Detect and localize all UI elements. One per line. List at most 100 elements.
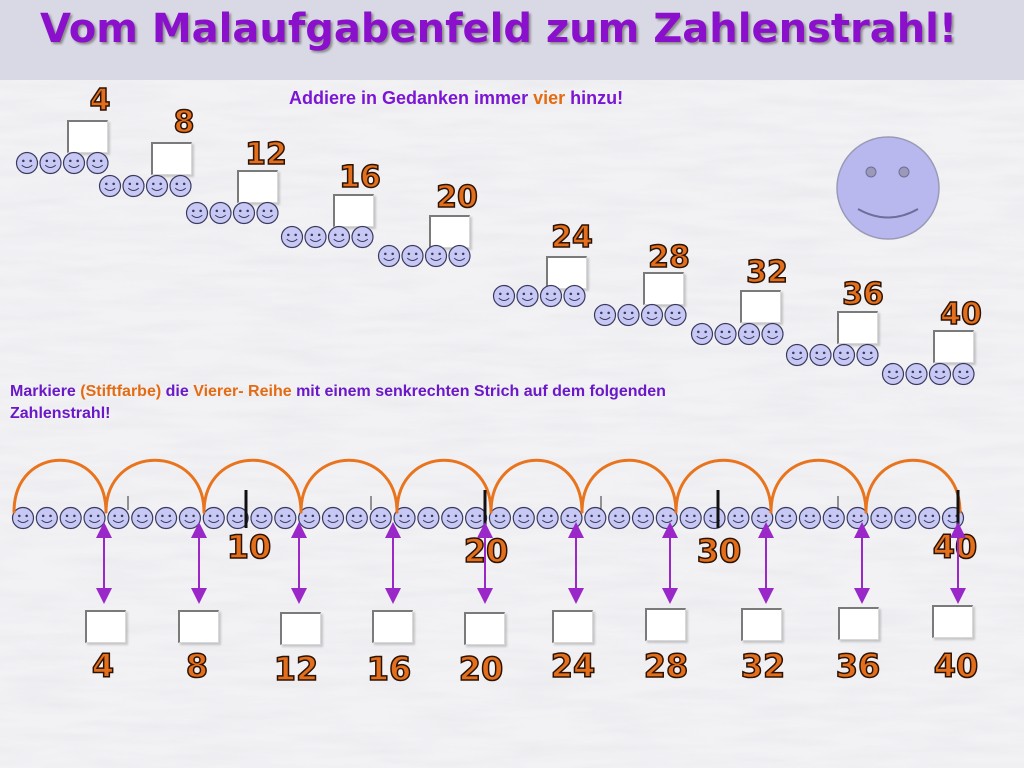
- line-answer-box[interactable]: [932, 605, 973, 638]
- answer-box[interactable]: [67, 120, 108, 153]
- smiley-icon: [563, 284, 586, 308]
- instruction-add-text-end: hinzu!: [570, 88, 624, 108]
- smiley-icon: [83, 506, 106, 530]
- smiley-icon: [761, 322, 784, 346]
- large-smiley-icon: [836, 136, 940, 240]
- instruction-mark-highlight-row: Vierer- Reihe: [193, 383, 292, 400]
- smiley-icon: [952, 362, 975, 386]
- smiley-icon: [11, 506, 35, 530]
- smiley-icon: [15, 151, 39, 175]
- smiley-icon: [608, 506, 631, 530]
- line-answer-box[interactable]: [838, 607, 879, 640]
- step-label: 12: [244, 136, 287, 173]
- line-answer-label: 16: [366, 649, 412, 689]
- jump-arc: [104, 458, 206, 514]
- line-answer-box[interactable]: [178, 610, 219, 643]
- smiley-icon: [226, 506, 249, 530]
- smiley-icon: [369, 506, 392, 530]
- line-answer-box[interactable]: [552, 610, 593, 643]
- smiley-icon: [98, 174, 122, 198]
- line-answer-box[interactable]: [85, 610, 126, 643]
- smiley-icon: [822, 506, 845, 530]
- smiley-icon: [86, 151, 109, 175]
- smiley-icon: [145, 174, 169, 198]
- step-label: 20: [435, 179, 478, 216]
- jump-arc: [12, 458, 108, 514]
- line-answer-box[interactable]: [280, 612, 321, 645]
- answer-box[interactable]: [333, 194, 374, 227]
- title-bar: [0, 0, 1024, 80]
- line-answer-label: 40: [933, 646, 979, 686]
- answer-box[interactable]: [837, 311, 878, 344]
- jump-arc: [769, 458, 868, 514]
- line-answer-label: 28: [643, 646, 689, 686]
- smiley-icon: [59, 506, 82, 530]
- line-answer-label: 4: [91, 646, 115, 686]
- step-label: 32: [745, 254, 788, 291]
- answer-box[interactable]: [933, 330, 974, 363]
- smiley-icon: [714, 322, 737, 346]
- smiley-icon: [655, 506, 678, 530]
- instruction-mark-highlight-color: (Stiftfarbe): [80, 383, 162, 400]
- smiley-icon: [584, 506, 607, 530]
- smiley-icon: [185, 201, 209, 225]
- smiley-icon: [870, 506, 893, 530]
- line-answer-label: 36: [835, 646, 881, 686]
- smiley-icon: [690, 322, 714, 346]
- smiley-icon: [832, 343, 856, 367]
- smiley-icon: [345, 506, 368, 530]
- line-answer-box[interactable]: [372, 610, 413, 643]
- line-mark-label: 30: [696, 531, 742, 571]
- line-answer-label: 12: [273, 649, 319, 689]
- smiley-icon: [856, 343, 879, 367]
- line-answer-box[interactable]: [464, 612, 505, 645]
- step-label: 40: [939, 296, 982, 333]
- smiley-icon: [798, 506, 822, 530]
- instruction-add-text: Addiere in Gedanken immer: [289, 88, 529, 108]
- smiley-icon: [250, 506, 273, 530]
- smiley-icon: [809, 343, 832, 367]
- jump-arc: [202, 458, 303, 514]
- jump-arc: [674, 458, 773, 514]
- line-mark-label: 10: [226, 527, 272, 567]
- smiley-icon: [664, 303, 687, 327]
- answer-box[interactable]: [740, 290, 781, 323]
- jump-arc: [489, 458, 584, 514]
- answer-box[interactable]: [151, 142, 192, 175]
- step-label: 36: [841, 276, 884, 313]
- smiley-icon: [154, 506, 178, 530]
- step-label: 16: [338, 159, 381, 196]
- smiley-icon: [107, 506, 130, 530]
- smiley-icon: [905, 362, 928, 386]
- answer-box[interactable]: [643, 272, 684, 305]
- answer-box[interactable]: [546, 256, 587, 289]
- smiley-icon: [679, 506, 702, 530]
- smiley-icon: [727, 506, 750, 530]
- line-answer-box[interactable]: [741, 608, 782, 641]
- jump-arc: [580, 458, 678, 514]
- smiley-icon: [441, 506, 464, 530]
- smiley-icon: [516, 284, 539, 308]
- line-answer-label: 32: [740, 646, 786, 686]
- smiley-icon: [488, 506, 512, 530]
- smiley-icon: [232, 201, 256, 225]
- smiley-icon: [492, 284, 516, 308]
- smiley-icon: [424, 244, 448, 268]
- smiley-icon: [928, 362, 952, 386]
- smiley-icon: [881, 362, 905, 386]
- answer-box[interactable]: [429, 215, 470, 248]
- smiley-icon: [560, 506, 583, 530]
- smiley-icon: [894, 506, 917, 530]
- smiley-icon: [377, 244, 401, 268]
- smiley-icon: [280, 225, 304, 249]
- smiley-icon: [304, 225, 327, 249]
- line-answer-box[interactable]: [645, 608, 686, 641]
- smiley-icon: [351, 225, 374, 249]
- line-answer-label: 20: [458, 649, 504, 689]
- answer-box[interactable]: [237, 170, 278, 203]
- smiley-icon: [202, 506, 225, 530]
- smiley-icon: [417, 506, 440, 530]
- smiley-icon: [774, 506, 798, 530]
